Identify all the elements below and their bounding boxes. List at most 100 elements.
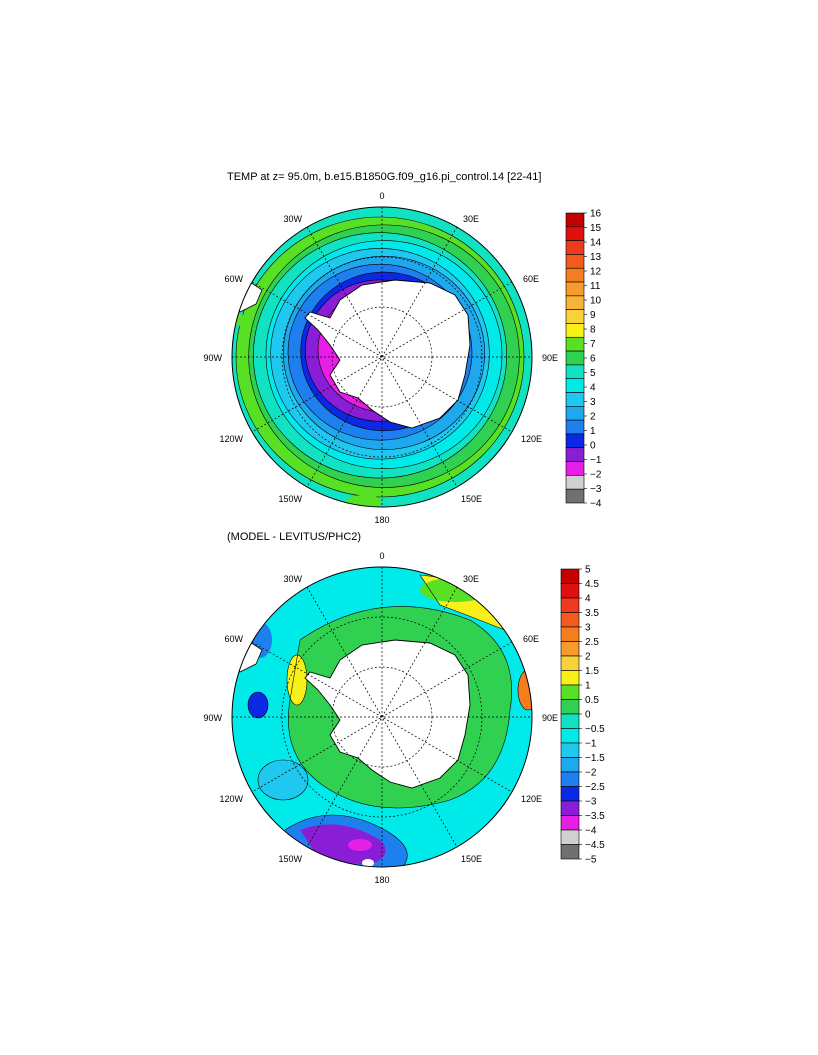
cbar2-label-6: 2: [585, 652, 591, 663]
lon-label-90w: 90W: [203, 353, 222, 363]
cbar2-label-15: −2.5: [585, 782, 605, 793]
cbar1-label-13: 3: [590, 397, 596, 408]
cbar2-swatch-15: [560, 786, 580, 802]
lon-label-150e: 150E: [461, 494, 482, 504]
lon-label-180: 180: [374, 515, 389, 525]
cbar1-swatch-9: [565, 336, 585, 352]
cbar1-label-1: 15: [590, 223, 602, 234]
lon2-label-90e: 90E: [542, 713, 558, 723]
cbar1-swatch-13: [565, 392, 585, 407]
cbar2-label-4: 3: [585, 623, 591, 634]
cbar1-label-5: 11: [590, 281, 601, 292]
lon-label-90e: 90E: [542, 353, 558, 363]
anomaly-hot-90e: [518, 670, 532, 710]
cbar1-swatch-0: [565, 212, 585, 228]
antarctica-landmass-2: [304, 639, 471, 789]
cbar2-swatch-3: [560, 612, 580, 628]
colorbar-difference: 5 4.5 4 3.5 3 2.5 2 1.5 1 0.5 0 −0.5 −1 −1.5 −2 −2.5 −3 −…: [560, 565, 605, 866]
cbar2-swatch-0: [560, 568, 580, 584]
anomaly-warm-peninsula: [287, 655, 307, 705]
cbar2-label-12: −1: [585, 739, 597, 750]
cbar1-label-19: −3: [590, 484, 602, 495]
cbar2-label-1: 4.5: [585, 579, 599, 590]
cbar1-label-10: 6: [590, 354, 596, 365]
cbar2-swatch-5: [560, 641, 580, 657]
anomaly-warm-30e-edge: [420, 578, 490, 602]
longitude-labels-2: 0 30E 60E 90E 120E 150E 180 150W 120W 90…: [203, 551, 558, 885]
map-title-temperature: TEMP at z= 95.0m, b.e15.B1850G.f09_g16.p…: [227, 171, 542, 183]
cbar2-swatch-13: [560, 757, 580, 773]
cbar2-swatch-7: [560, 670, 580, 686]
anomaly-coldest-150w: [348, 839, 372, 851]
anomaly-gap-180: [362, 859, 374, 867]
anomaly-cool-120w: [258, 760, 308, 800]
cbar1-label-15: 1: [590, 426, 596, 437]
cbar1-swatch-16: [565, 433, 585, 449]
map-title-difference: (MODEL - LEVITUS/PHC2): [227, 531, 362, 543]
cbar2-swatch-11: [560, 728, 580, 744]
cbar2-label-7: 1.5: [585, 666, 599, 677]
map-border: [231, 206, 533, 508]
cbar1-label-18: −2: [590, 470, 602, 481]
cbar2-swatch-2: [560, 597, 580, 613]
cbar1-swatch-14: [565, 406, 585, 421]
cbar1-swatch-3: [565, 254, 585, 269]
cbar1-swatch-7: [565, 309, 585, 324]
lon-label-30e: 30E: [463, 214, 479, 224]
lon-label-120e: 120E: [521, 434, 542, 444]
cbar2-label-18: −4: [585, 826, 597, 837]
cbar1-swatch-17: [565, 447, 585, 462]
cbar2-label-19: −4.5: [585, 840, 605, 851]
cbar1-swatch-18: [565, 461, 585, 476]
cbar1-label-17: −1: [590, 455, 602, 466]
cbar1-label-20: −4: [590, 499, 602, 510]
cbar1-label-0: 16: [590, 209, 602, 220]
cbar2-label-13: −1.5: [585, 753, 605, 764]
lon-label-120w: 120W: [219, 434, 243, 444]
cbar1-swatch-20: [565, 488, 585, 504]
cbar2-label-17: −3.5: [585, 811, 605, 822]
lon-label-60w: 60W: [224, 274, 243, 284]
cbar2-swatch-8: [560, 684, 580, 700]
lon-label-0: 0: [379, 191, 384, 201]
cbar1-label-14: 2: [590, 412, 596, 423]
cbar1-label-7: 9: [590, 310, 596, 321]
antarctica-landmass: [304, 279, 471, 429]
cbar1-label-6: 10: [590, 296, 602, 307]
cbar2-swatch-16: [560, 800, 580, 816]
cbar1-swatch-12: [565, 378, 585, 393]
longitude-labels: 0 30E 60E 90E 120E 150E 180 150W 120W 90…: [203, 191, 558, 525]
lon2-label-120w: 120W: [219, 794, 243, 804]
cbar1-swatch-15: [565, 419, 585, 435]
cbar2-label-8: 1: [585, 681, 591, 692]
cbar2-label-3: 3.5: [585, 608, 599, 619]
cbar2-label-2: 4: [585, 594, 591, 605]
lon2-label-60w: 60W: [224, 634, 243, 644]
cbar1-label-11: 5: [590, 368, 596, 379]
lon2-label-150e: 150E: [461, 854, 482, 864]
graticule-lines: [232, 207, 532, 507]
cbar2-swatch-1: [560, 583, 580, 599]
cbar1-swatch-6: [565, 295, 585, 310]
cbar2-label-5: 2.5: [585, 637, 599, 648]
lon2-label-60e: 60E: [523, 634, 539, 644]
cbar2-label-16: −3: [585, 797, 597, 808]
anomaly-cold-90w: [248, 692, 268, 718]
lon-label-60e: 60E: [523, 274, 539, 284]
cbar2-label-20: −5: [585, 855, 597, 866]
cbar2-swatch-4: [560, 626, 580, 642]
cbar1-label-3: 13: [590, 252, 602, 263]
cbar1-swatch-2: [565, 240, 585, 255]
cbar1-label-4: 12: [590, 267, 602, 278]
cbar1-label-9: 7: [590, 339, 596, 350]
cbar2-swatch-10: [560, 713, 580, 729]
cbar1-swatch-10: [565, 350, 585, 366]
cbar1-label-8: 8: [590, 325, 596, 336]
cbar1-swatch-5: [565, 281, 585, 297]
lon2-label-180: 180: [374, 875, 389, 885]
cbar2-swatch-19: [560, 844, 580, 860]
lon2-label-0: 0: [379, 551, 384, 561]
cbar1-label-16: 0: [590, 441, 596, 452]
